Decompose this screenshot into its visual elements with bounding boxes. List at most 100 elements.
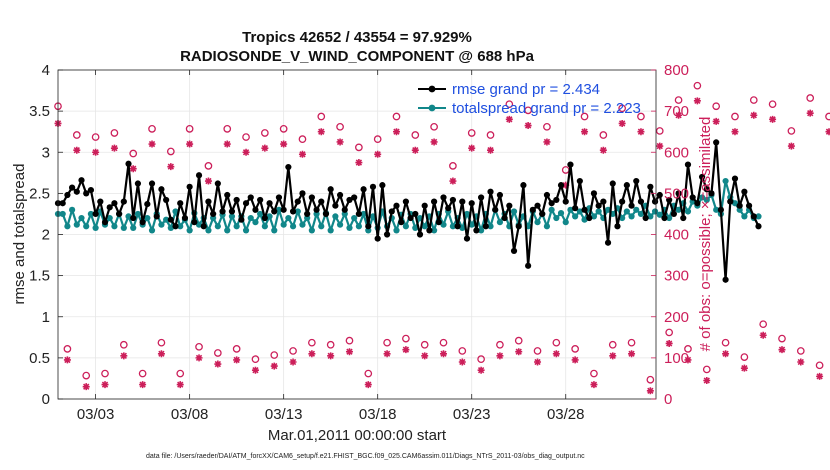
rmse-point — [285, 163, 292, 171]
rmse-point — [534, 202, 541, 209]
obs-assimilated-marker — [505, 115, 513, 123]
y-tick-label-right: 600 — [664, 144, 689, 161]
obs-possible-marker — [82, 371, 91, 380]
obs-possible-marker — [232, 345, 241, 353]
totalspread-point — [360, 210, 367, 218]
obs-assimilated-marker — [336, 138, 344, 146]
obs-assimilated-marker — [261, 144, 269, 152]
obs-assimilated-marker — [157, 350, 165, 358]
x-tick-label: 03/18 — [359, 406, 397, 423]
obs-possible-marker — [430, 122, 438, 131]
obs-possible-marker — [514, 336, 523, 345]
obs-possible-marker — [749, 96, 758, 104]
totalspread-point — [111, 223, 118, 230]
obs-possible-marker — [91, 133, 100, 141]
rmse-point — [703, 186, 710, 193]
obs-possible-marker — [213, 349, 222, 357]
totalspread-point — [557, 210, 565, 217]
obs-possible-marker — [166, 147, 175, 156]
rmse-point — [614, 223, 621, 230]
rmse-point — [755, 223, 762, 230]
totalspread-point — [581, 216, 588, 223]
rmse-point — [318, 198, 325, 205]
totalspread-point — [224, 227, 231, 234]
totalspread-point — [167, 224, 174, 232]
totalspread-point — [177, 223, 184, 230]
rmse-point — [351, 194, 358, 201]
rmse-point — [383, 231, 391, 238]
totalspread-point — [275, 206, 283, 213]
rmse-point — [388, 208, 395, 215]
rmse-point — [689, 194, 696, 201]
rmse-point — [506, 202, 513, 209]
totalspread-point — [78, 214, 85, 222]
rmse-point — [200, 223, 207, 230]
obs-assimilated-marker — [374, 150, 382, 158]
rmse-point — [694, 200, 701, 207]
legend: rmse grand pr = 2.434 totalspread grand … — [418, 81, 641, 117]
obs-possible-marker — [204, 162, 213, 170]
obs-possible-marker — [571, 345, 579, 353]
rmse-point — [322, 210, 330, 218]
obs-possible-marker — [467, 129, 476, 137]
rmse-point — [609, 180, 616, 187]
obs-assimilated-marker — [562, 181, 570, 189]
y-tick-label-left: 4 — [42, 62, 50, 79]
legend-rmse-marker — [428, 85, 436, 93]
obs-assimilated-marker — [308, 350, 316, 358]
obs-possible-marker — [251, 355, 260, 364]
obs-assimilated-marker — [251, 366, 259, 374]
obs-assimilated-marker — [411, 146, 419, 154]
obs-assimilated-marker — [327, 352, 335, 360]
obs-possible-marker — [637, 112, 645, 121]
legend-spread-marker — [428, 104, 436, 112]
rmse-point — [153, 213, 160, 220]
y-tick-label-left: 2.5 — [29, 185, 50, 202]
rmse-point — [520, 182, 527, 189]
rmse-point — [684, 161, 692, 168]
chart-title-line2: RADIOSONDE_V_WIND_COMPONENT @ 688 hPa — [180, 48, 535, 65]
rmse-point — [158, 186, 165, 193]
rmse-point — [680, 214, 687, 222]
y-tick-label-left: 2 — [42, 227, 50, 244]
totalspread-point — [572, 213, 579, 220]
obs-assimilated-marker — [345, 348, 353, 356]
totalspread-point — [233, 223, 240, 230]
rmse-point — [238, 216, 245, 223]
rmse-point — [233, 196, 240, 204]
totalspread-point — [280, 221, 287, 228]
rmse-point — [539, 210, 546, 218]
obs-possible-marker — [195, 342, 203, 351]
totalspread-point — [92, 224, 99, 232]
rmse-point — [619, 198, 626, 205]
rmse-point — [572, 205, 579, 212]
totalspread-point — [294, 208, 301, 215]
rmse-point — [186, 183, 193, 190]
totalspread-point — [633, 206, 640, 213]
obs-assimilated-marker — [82, 383, 90, 391]
rmse-point — [116, 210, 123, 218]
totalspread-point — [628, 213, 635, 220]
rmse-point — [496, 191, 504, 199]
obs-possible-marker — [439, 338, 448, 347]
rmse-point — [242, 200, 250, 207]
obs-assimilated-marker — [186, 140, 194, 148]
rmse-point — [708, 190, 715, 197]
obs-assimilated-marker — [731, 128, 739, 136]
totalspread-point — [59, 210, 66, 218]
obs-assimilated-marker — [515, 348, 523, 356]
totalspread-point — [741, 213, 748, 220]
obs-possible-marker — [731, 112, 739, 121]
totalspread-point — [120, 224, 127, 232]
obs-possible-marker — [270, 351, 279, 359]
totalspread-point — [496, 219, 504, 226]
x-axis-label: Mar.01,2011 00:00:00 start — [268, 427, 447, 444]
obs-possible-marker — [279, 125, 288, 133]
obs-assimilated-marker — [825, 128, 830, 136]
rmse-point — [586, 214, 593, 222]
totalspread-point — [402, 223, 409, 230]
obs-possible-marker — [590, 369, 598, 378]
obs-assimilated-marker — [656, 142, 664, 150]
y-tick-label-left: 0.5 — [29, 350, 50, 367]
rmse-point — [637, 198, 645, 205]
